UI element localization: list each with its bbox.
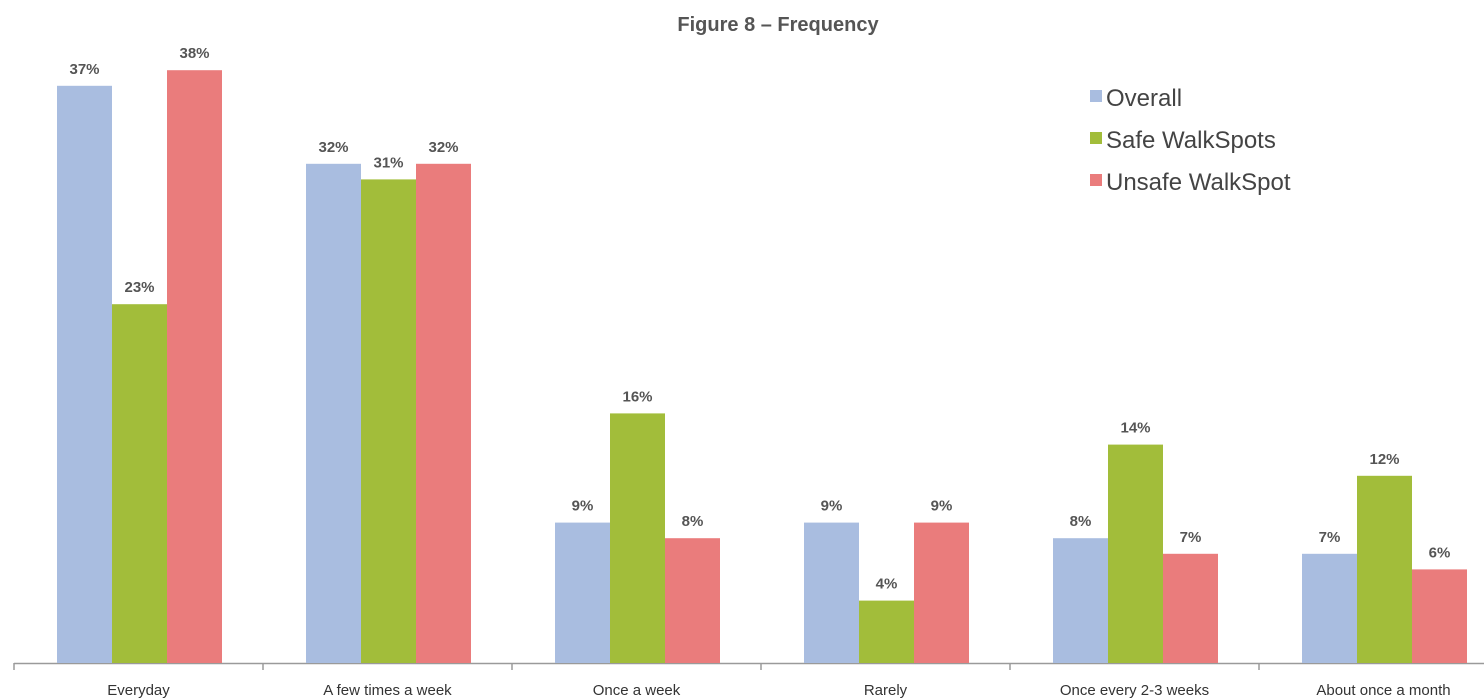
data-label-unsafe-walkspot: 38%	[179, 45, 209, 62]
bar-overall	[1302, 553, 1357, 663]
data-label-safe-walkspots: 23%	[124, 279, 154, 296]
data-label-overall: 9%	[572, 498, 594, 515]
data-label-unsafe-walkspot: 9%	[931, 498, 953, 515]
chart-title: Figure 8 – Frequency	[677, 14, 879, 36]
data-label-overall: 9%	[821, 498, 843, 515]
legend-label-overall: Overall	[1106, 85, 1183, 112]
legend-label-safe-walkspots: Safe WalkSpots	[1106, 127, 1276, 154]
bar-safe-walkspots	[361, 179, 416, 663]
data-label-safe-walkspots: 12%	[1369, 451, 1399, 468]
legend-label-unsafe-walkspot: Unsafe WalkSpot	[1106, 169, 1291, 196]
bar-safe-walkspots	[610, 413, 665, 663]
data-label-safe-walkspots: 16%	[622, 388, 652, 405]
data-label-unsafe-walkspot: 6%	[1429, 544, 1451, 561]
legend: Overall Safe WalkSpots Unsafe WalkSpot	[1090, 78, 1291, 204]
x-tick-label: Once a week	[593, 682, 681, 698]
data-label-overall: 37%	[69, 61, 99, 78]
data-label-safe-walkspots: 4%	[876, 576, 898, 593]
legend-swatch-unsafe-walkspot	[1090, 174, 1102, 186]
bar-unsafe-walkspot	[665, 538, 720, 663]
data-label-safe-walkspots: 31%	[373, 154, 403, 171]
legend-item-overall: Overall	[1090, 78, 1291, 120]
data-label-unsafe-walkspot: 32%	[428, 139, 458, 156]
data-label-overall: 32%	[318, 139, 348, 156]
bar-safe-walkspots	[112, 304, 167, 663]
data-label-overall: 7%	[1319, 529, 1341, 546]
bar-safe-walkspots	[859, 600, 914, 663]
bar-unsafe-walkspot	[914, 522, 969, 663]
bar-overall	[57, 85, 112, 664]
x-tick-label: A few times a week	[323, 682, 452, 698]
bar-safe-walkspots	[1357, 475, 1412, 663]
legend-swatch-safe-walkspots	[1090, 132, 1102, 144]
bar-unsafe-walkspot	[1412, 569, 1467, 663]
bar-safe-walkspots	[1108, 444, 1163, 663]
data-label-overall: 8%	[1070, 513, 1092, 530]
bar-overall	[804, 522, 859, 663]
legend-item-safe-walkspots: Safe WalkSpots	[1090, 120, 1291, 162]
x-tick-label: Rarely	[864, 682, 908, 698]
x-tick-label: About once a month	[1316, 682, 1450, 698]
x-tick-label: Everyday	[107, 682, 170, 698]
bar-overall	[555, 522, 610, 663]
data-label-unsafe-walkspot: 7%	[1180, 529, 1202, 546]
bar-overall	[306, 163, 361, 664]
x-tick-label: Once every 2-3 weeks	[1060, 682, 1209, 698]
data-label-safe-walkspots: 14%	[1120, 420, 1150, 437]
bar-unsafe-walkspot	[416, 163, 471, 664]
bar-unsafe-walkspot	[1163, 553, 1218, 663]
bar-overall	[1053, 538, 1108, 663]
legend-swatch-overall	[1090, 90, 1102, 102]
data-label-unsafe-walkspot: 8%	[682, 513, 704, 530]
legend-item-unsafe-walkspot: Unsafe WalkSpot	[1090, 162, 1291, 204]
bar-unsafe-walkspot	[167, 70, 222, 663]
